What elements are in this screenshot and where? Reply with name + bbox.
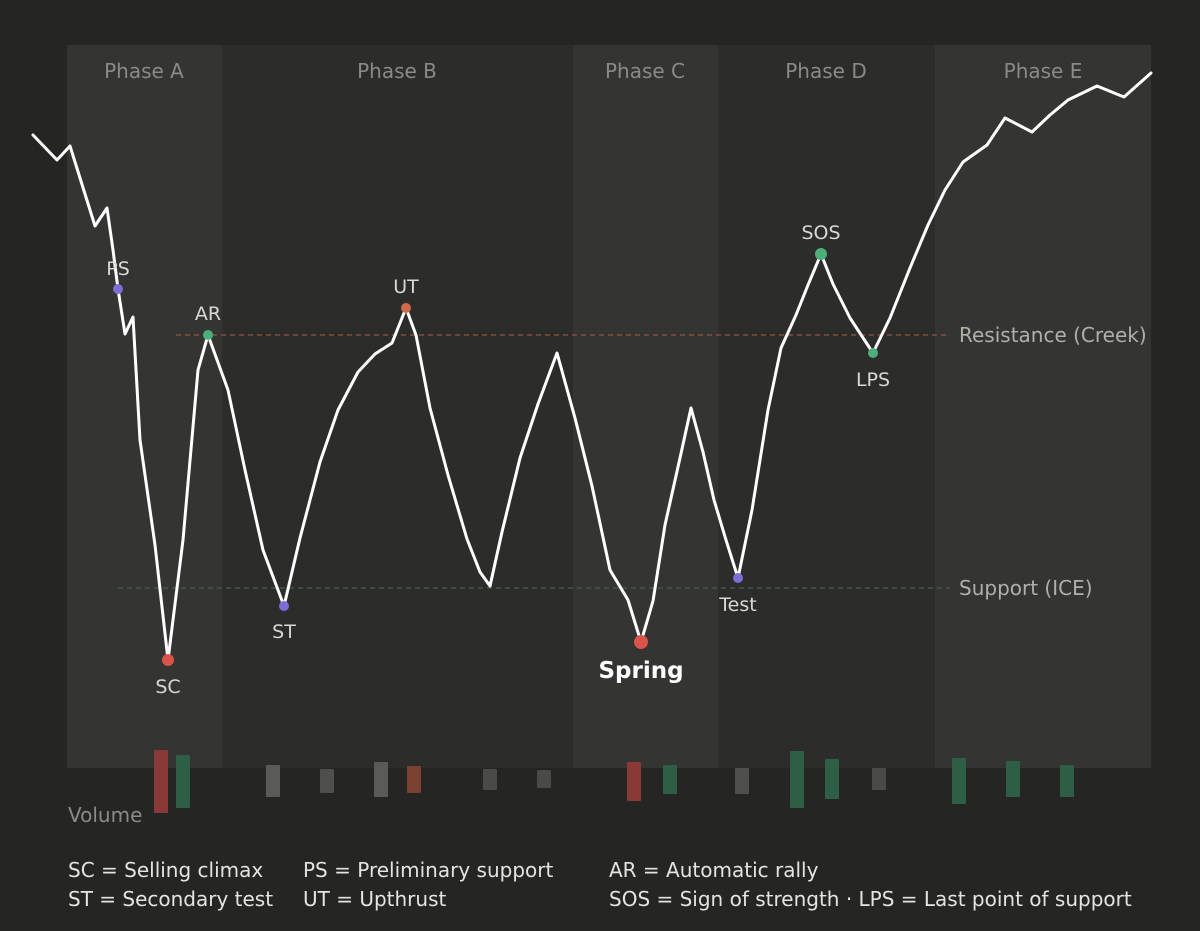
ar-marker <box>203 330 213 340</box>
sc-marker <box>162 654 174 666</box>
phase-e-band <box>935 45 1151 768</box>
volume-bar <box>790 751 804 808</box>
volume-label: Volume <box>68 803 142 827</box>
volume-bar <box>872 768 886 790</box>
volume-bar <box>266 765 280 797</box>
st-label: ST <box>272 621 296 643</box>
volume-bar <box>627 762 641 801</box>
event-markers <box>113 248 878 666</box>
spring-label: Spring <box>598 658 683 684</box>
phase-labels: Phase A Phase B Phase C Phase D Phase E <box>104 59 1082 83</box>
legend-sos-lps: SOS = Sign of strength · LPS = Last poin… <box>609 887 1132 911</box>
phase-b-label: Phase B <box>357 59 437 83</box>
volume-bar <box>537 770 551 788</box>
resistance-label: Resistance (Creek) <box>959 323 1147 347</box>
sos-marker <box>815 248 827 260</box>
legend-ar: AR = Automatic rally <box>609 858 819 882</box>
legend-ps: PS = Preliminary support <box>303 858 553 882</box>
phase-d-label: Phase D <box>785 59 866 83</box>
ut-label: UT <box>393 276 419 298</box>
volume-bar <box>483 769 497 790</box>
event-labels: PS SC AR ST UT Spring Test SOS LPS <box>106 222 890 698</box>
volume-bar <box>952 758 966 804</box>
volume-bar <box>176 755 190 808</box>
legend-ut: UT = Upthrust <box>303 887 446 911</box>
lps-marker <box>868 348 878 358</box>
volume-bar <box>663 765 677 794</box>
volume-bar <box>825 759 839 799</box>
volume-bar <box>320 769 334 793</box>
sc-label: SC <box>155 676 180 698</box>
volume-bar <box>735 768 749 794</box>
phase-bands <box>67 45 1151 768</box>
phase-d-band <box>718 45 935 768</box>
legend: SC = Selling climax PS = Preliminary sup… <box>68 858 1132 911</box>
ar-label: AR <box>195 303 221 325</box>
legend-sc: SC = Selling climax <box>68 858 263 882</box>
support-label: Support (ICE) <box>959 576 1093 600</box>
phase-a-band <box>67 45 222 768</box>
ps-label: PS <box>106 258 130 280</box>
price-line <box>31 71 1153 662</box>
volume-bars <box>154 750 1074 813</box>
phase-a-label: Phase A <box>104 59 184 83</box>
volume-bar <box>154 750 168 813</box>
legend-st: ST = Secondary test <box>68 887 273 911</box>
phase-b-band <box>222 45 573 768</box>
test-marker <box>733 573 743 583</box>
lps-label: LPS <box>856 369 890 391</box>
volume-bar <box>374 762 388 797</box>
st-marker <box>279 601 289 611</box>
spring-marker <box>634 635 648 649</box>
sos-label: SOS <box>801 222 840 244</box>
ps-marker <box>113 284 123 294</box>
phase-c-band <box>573 45 718 768</box>
volume-bar <box>407 766 421 793</box>
volume-bar <box>1060 765 1074 797</box>
test-label: Test <box>718 594 756 616</box>
ut-marker <box>401 303 411 313</box>
phase-c-label: Phase C <box>605 59 685 83</box>
phase-e-label: Phase E <box>1004 59 1083 83</box>
volume-bar <box>1006 761 1020 797</box>
